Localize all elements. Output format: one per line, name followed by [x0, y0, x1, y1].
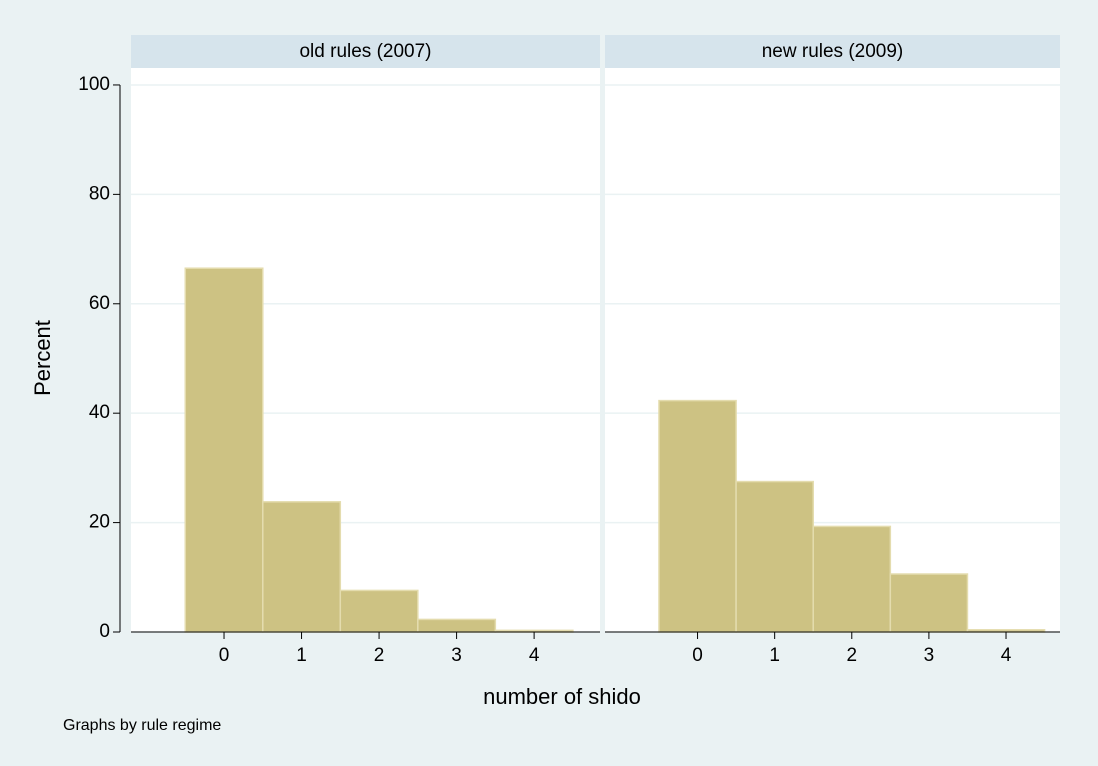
y-tick-label: 40: [89, 402, 110, 423]
bar: [658, 399, 737, 633]
bar: [262, 501, 342, 633]
bar: [735, 480, 814, 633]
x-tick-label: 4: [1001, 645, 1012, 666]
panel-header: [605, 35, 1060, 68]
x-tick-label: 2: [374, 645, 385, 666]
y-tick-label: 0: [99, 621, 110, 642]
x-axis-label: number of shido: [483, 684, 641, 709]
y-tick-label: 20: [89, 512, 110, 533]
x-tick-label: 0: [219, 645, 230, 666]
panel-header: [131, 35, 600, 68]
y-tick-label: 80: [89, 183, 110, 204]
bar: [812, 525, 892, 633]
x-tick-label: 1: [296, 645, 307, 666]
bar: [417, 618, 497, 633]
x-tick-label: 3: [924, 645, 935, 666]
x-tick-label: 3: [451, 645, 462, 666]
x-tick-label: 4: [529, 645, 540, 666]
note: Graphs by rule regime: [63, 717, 221, 734]
panel-title: old rules (2007): [299, 41, 431, 62]
x-tick-label: 1: [769, 645, 780, 666]
bar: [889, 573, 969, 633]
bar: [339, 589, 419, 633]
y-tick-label: 60: [89, 293, 110, 314]
x-tick-label: 0: [692, 645, 703, 666]
y-axis-label: Percent: [30, 320, 55, 396]
panel-title: new rules (2009): [762, 41, 904, 62]
bar: [184, 267, 264, 633]
y-tick-label: 100: [78, 74, 110, 95]
x-tick-label: 2: [846, 645, 857, 666]
